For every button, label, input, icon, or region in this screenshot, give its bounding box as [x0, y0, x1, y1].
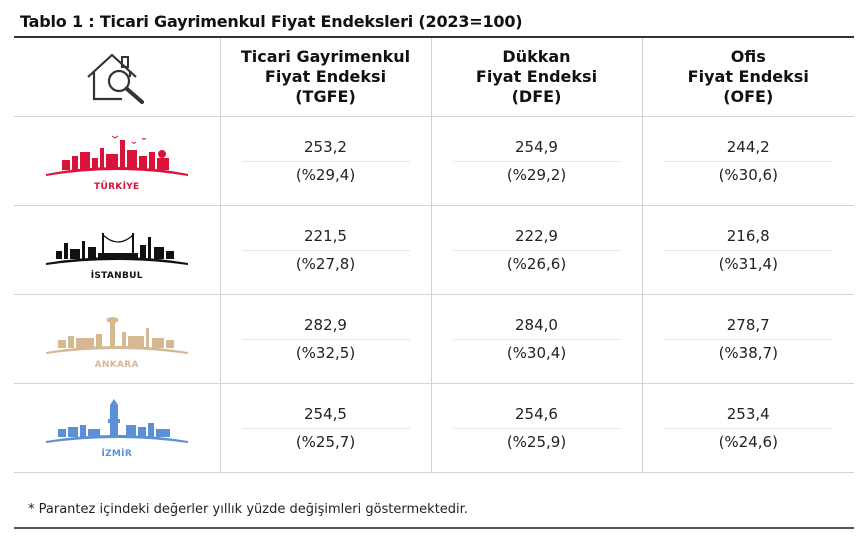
annual-change: (%38,7)	[718, 343, 778, 362]
city-name: TÜRKİYE	[94, 182, 140, 192]
value-cell: 253,2 (%29,4)	[220, 116, 432, 206]
annual-change: (%29,4)	[295, 165, 356, 184]
turkiye-skyline-icon	[45, 135, 188, 176]
index-value: 253,4	[726, 404, 770, 423]
annual-change: (%32,5)	[295, 343, 356, 362]
city-name: ANKARA	[94, 360, 139, 370]
value-cell: 282,9 (%32,5)	[220, 294, 432, 384]
table-title: Tablo 1 : Ticari Gayrimenkul Fiyat Endek…	[20, 12, 523, 31]
index-value: 254,9	[515, 137, 558, 156]
index-value: 254,5	[304, 404, 347, 423]
annual-change: (%31,4)	[718, 254, 778, 273]
city-cell: ANKARA	[14, 294, 221, 384]
header-row: Ticari Gayrimenkul Fiyat Endeksi (TGFE) …	[14, 38, 854, 117]
footnote: * Parantez içindeki değerler yıllık yüzd…	[28, 502, 468, 517]
city-cell: İSTANBUL	[14, 205, 221, 295]
index-value: 278,7	[726, 315, 770, 334]
city-name: İZMİR	[101, 449, 133, 459]
index-value: 282,9	[304, 315, 347, 334]
inner-divider	[241, 427, 410, 429]
annual-change: (%26,6)	[506, 254, 567, 273]
inner-divider	[241, 249, 410, 251]
inner-divider	[452, 427, 621, 429]
value-cell: 278,7 (%38,7)	[642, 294, 854, 384]
index-value: 221,5	[304, 226, 347, 245]
city-name: İSTANBUL	[90, 271, 143, 281]
inner-divider	[241, 338, 410, 340]
column-header-line: Ofis	[730, 47, 766, 66]
value-cell: 254,6 (%25,9)	[431, 383, 643, 473]
table-row: ANKARA 282,9 (%32,5) 284,0 (%30,4) 278,7…	[14, 294, 854, 384]
column-header-ofe: Ofis Fiyat Endeksi (OFE)	[642, 38, 854, 117]
index-value: 284,0	[515, 315, 558, 334]
column-header-tgfe: Ticari Gayrimenkul Fiyat Endeksi (TGFE)	[220, 38, 432, 117]
value-cell: 222,9 (%26,6)	[431, 205, 643, 295]
inner-divider	[452, 160, 621, 162]
column-header-line: (TGFE)	[295, 87, 356, 106]
izmir-skyline-icon	[45, 399, 188, 443]
inner-divider	[663, 338, 833, 340]
column-header-line: (OFE)	[723, 87, 774, 106]
index-value: 254,6	[515, 404, 558, 423]
annual-change: (%30,4)	[506, 343, 567, 362]
index-value: 222,9	[515, 226, 558, 245]
ankara-skyline-icon	[45, 317, 188, 354]
city-cell: TÜRKİYE	[14, 116, 221, 206]
inner-divider	[241, 160, 410, 162]
value-cell: 254,5 (%25,7)	[220, 383, 432, 473]
index-value: 253,2	[304, 137, 347, 156]
table-row: TÜRKİYE 253,2 (%29,4) 254,9 (%29,2) 244,…	[14, 116, 854, 206]
annual-change: (%30,6)	[718, 165, 778, 184]
inner-divider	[663, 427, 833, 429]
column-header-line: Fiyat Endeksi	[475, 67, 598, 86]
annual-change: (%24,6)	[718, 432, 778, 451]
title-rule	[14, 36, 854, 38]
annual-change: (%25,9)	[506, 432, 567, 451]
annual-change: (%27,8)	[295, 254, 356, 273]
house-search-icon	[87, 53, 144, 104]
column-header-line: Fiyat Endeksi	[264, 67, 387, 86]
city-cell: İZMİR	[14, 383, 221, 473]
index-table: Ticari Gayrimenkul Fiyat Endeksi (TGFE) …	[14, 38, 854, 473]
value-cell: 216,8 (%31,4)	[642, 205, 854, 295]
annual-change: (%29,2)	[506, 165, 567, 184]
value-cell: 254,9 (%29,2)	[431, 116, 643, 206]
column-header-line: Fiyat Endeksi	[687, 67, 809, 86]
annual-change: (%25,7)	[295, 432, 356, 451]
column-header-line: (DFE)	[511, 87, 562, 106]
inner-divider	[663, 249, 833, 251]
index-value: 216,8	[726, 226, 770, 245]
column-header-line: Dükkan	[502, 47, 571, 66]
value-cell: 221,5 (%27,8)	[220, 205, 432, 295]
table-row: İSTANBUL 221,5 (%27,8) 222,9 (%26,6) 216…	[14, 205, 854, 295]
table-row: İZMİR 254,5 (%25,7) 254,6 (%25,9) 253,4 …	[14, 383, 854, 473]
bottom-rule	[14, 527, 854, 529]
value-cell: 253,4 (%24,6)	[642, 383, 854, 473]
column-header-dfe: Dükkan Fiyat Endeksi (DFE)	[431, 38, 643, 117]
value-cell: 244,2 (%30,6)	[642, 116, 854, 206]
inner-divider	[452, 249, 621, 251]
value-cell: 284,0 (%30,4)	[431, 294, 643, 384]
istanbul-skyline-icon	[45, 233, 188, 265]
inner-divider	[663, 160, 833, 162]
inner-divider	[452, 338, 621, 340]
column-header-line: Ticari Gayrimenkul	[240, 47, 411, 66]
index-value: 244,2	[726, 137, 770, 156]
header-icon-cell	[14, 38, 221, 117]
